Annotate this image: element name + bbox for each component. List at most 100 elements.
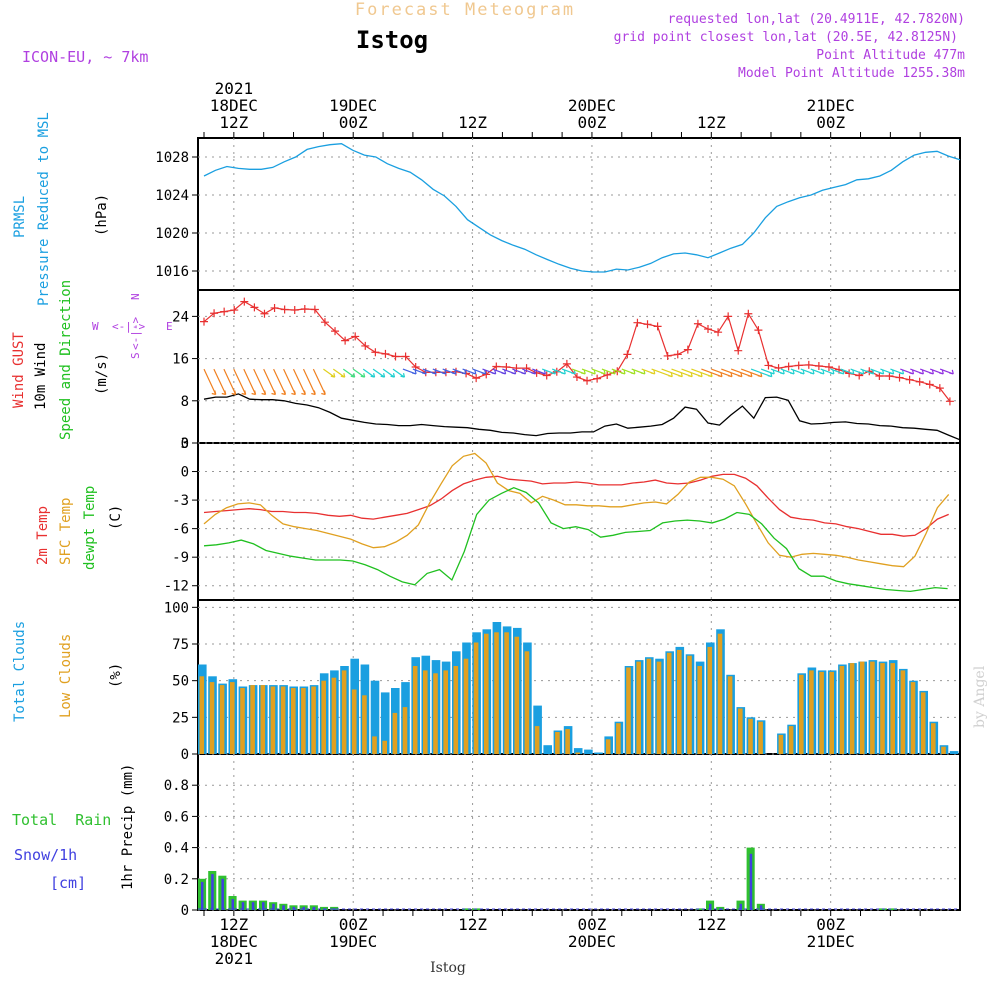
snow-bar bbox=[211, 874, 214, 910]
gust-point bbox=[905, 375, 914, 384]
y-tick-labels: 1016102010241028081624-12-9-6-3030255075… bbox=[155, 150, 189, 919]
gust-point bbox=[824, 363, 833, 372]
gust-point bbox=[502, 363, 511, 372]
wind-direction-arrow bbox=[302, 368, 316, 396]
compass-h-arrow: <-|-> bbox=[112, 320, 145, 333]
panel-frame bbox=[197, 442, 961, 601]
wind-panel-labels: Wind GUST 10m Wind Speed and Direction (… bbox=[11, 280, 173, 440]
compass-e: E bbox=[166, 320, 173, 333]
wind-direction-arrow bbox=[312, 368, 326, 396]
snow-bar bbox=[282, 905, 285, 910]
low-cloud-bar bbox=[382, 740, 387, 754]
gust-point bbox=[250, 303, 259, 312]
bottom-axis-label: 19DEC bbox=[329, 932, 377, 951]
low-cloud-bar bbox=[626, 667, 631, 754]
low-cloud-bar bbox=[880, 663, 885, 754]
gust-point bbox=[734, 346, 743, 355]
gust-point bbox=[472, 374, 481, 383]
gust-point bbox=[925, 380, 934, 389]
y-tick-label: 50 bbox=[172, 674, 189, 690]
gust-point bbox=[230, 306, 239, 315]
y-tick-label: 100 bbox=[164, 600, 189, 616]
pressure-unit: (hPa) bbox=[94, 194, 110, 236]
wind-direction-arrow bbox=[273, 368, 287, 396]
y-tick-label: 3 bbox=[181, 436, 189, 452]
gust-point bbox=[280, 305, 289, 314]
snow-bar bbox=[709, 903, 712, 910]
pressure-panel-labels: PRMSL Pressure Reduced to MSL (hPa) bbox=[12, 112, 110, 306]
meteogram-title: Forecast Meteogram bbox=[355, 0, 575, 20]
temp2m-label: 2m Temp bbox=[35, 506, 51, 565]
low-cloud-bar bbox=[900, 670, 906, 754]
y-tick-label: 8 bbox=[181, 394, 189, 410]
gust-point bbox=[804, 360, 813, 369]
y-tick-label: -3 bbox=[172, 493, 189, 509]
gust-point bbox=[945, 397, 954, 406]
gust-point bbox=[693, 319, 702, 328]
wind-direction-arrow bbox=[263, 368, 277, 396]
panel-frame bbox=[197, 753, 961, 911]
footer-location: Istog bbox=[430, 960, 466, 976]
top-axis-label: 18DEC bbox=[210, 96, 258, 115]
rain-label: Total Rain bbox=[12, 811, 111, 829]
dewpt-label: dewpt Temp bbox=[82, 486, 98, 570]
total-cloud-bar bbox=[584, 749, 593, 754]
y-tick-label: 0 bbox=[181, 465, 189, 481]
gust-point bbox=[915, 377, 924, 386]
gust-point bbox=[814, 361, 823, 370]
y-tick-label: 0.8 bbox=[164, 778, 189, 794]
low-cloud-bar bbox=[199, 676, 205, 754]
low-cloud-bar bbox=[331, 677, 337, 754]
low-cloud-bar bbox=[575, 752, 580, 754]
gust-point bbox=[381, 349, 390, 358]
snow-bar bbox=[231, 899, 234, 910]
low-cloud-bar bbox=[484, 633, 489, 754]
y-tick-label: 0.4 bbox=[164, 841, 189, 857]
gust-point bbox=[724, 312, 733, 321]
compass-v-arrow: <-|-> bbox=[129, 317, 142, 350]
gust-point bbox=[895, 373, 904, 382]
snow-bar bbox=[302, 906, 306, 910]
wind-direction-arrow bbox=[203, 368, 217, 396]
gust-point bbox=[885, 371, 894, 380]
bottom-axis-label: 12Z bbox=[458, 915, 487, 934]
low-cloud-label: Low Clouds bbox=[58, 634, 74, 718]
wind-direction-arrow bbox=[362, 368, 376, 378]
snow-label: Snow/1h bbox=[14, 846, 77, 864]
precip-unit: 1hr Precip (mm) bbox=[120, 764, 136, 890]
gust-point bbox=[482, 370, 491, 379]
low-cloud-bar bbox=[727, 676, 733, 754]
low-cloud-bar bbox=[240, 688, 245, 754]
gust-point bbox=[310, 305, 319, 314]
low-cloud-bar bbox=[748, 718, 753, 754]
wind-direction-arrow bbox=[332, 368, 346, 378]
low-cloud-bar bbox=[301, 688, 306, 754]
low-cloud-bar bbox=[291, 688, 296, 754]
low-cloud-bar bbox=[931, 723, 936, 754]
prmsl-sub-label: Pressure Reduced to MSL bbox=[36, 112, 52, 306]
low-cloud-bar bbox=[219, 685, 225, 754]
gust-point bbox=[572, 373, 581, 382]
bottom-axis-label: 00Z bbox=[577, 915, 606, 934]
rain-bar bbox=[888, 908, 897, 910]
series-temp-0 bbox=[203, 473, 949, 537]
wind-direction-arrow bbox=[740, 368, 763, 378]
low-cloud-bar bbox=[565, 729, 570, 754]
gust-point bbox=[764, 361, 773, 370]
compass-s: S bbox=[129, 352, 142, 359]
total-cloud-bar bbox=[370, 680, 380, 754]
low-cloud-bar bbox=[758, 721, 763, 754]
y-tick-label: 25 bbox=[172, 710, 189, 726]
low-cloud-bar bbox=[230, 682, 235, 754]
wind-direction-arrow bbox=[213, 368, 227, 396]
low-cloud-bar bbox=[778, 734, 784, 754]
wind-direction-arrow bbox=[223, 368, 237, 396]
low-cloud-bar bbox=[311, 686, 316, 754]
gust-point bbox=[663, 351, 672, 360]
gust-point bbox=[754, 326, 763, 335]
wind-direction-arrow bbox=[323, 368, 336, 378]
series-wind-speed bbox=[203, 393, 961, 441]
y-tick-label: -12 bbox=[164, 579, 189, 595]
low-cloud-bar bbox=[616, 723, 621, 754]
